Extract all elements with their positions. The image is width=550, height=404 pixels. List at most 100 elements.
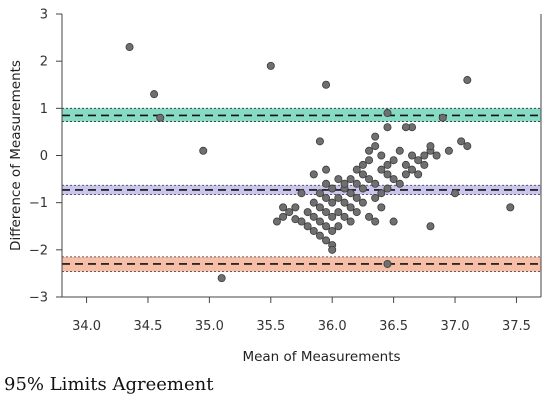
- data-points: [125, 43, 515, 283]
- data-point: [395, 146, 404, 155]
- data-point: [395, 179, 404, 188]
- data-point: [279, 212, 288, 221]
- data-point: [322, 193, 331, 202]
- y-tick-label: −2: [29, 243, 48, 258]
- data-point: [315, 189, 324, 198]
- data-point: [383, 184, 392, 193]
- data-point: [352, 165, 361, 174]
- data-point: [389, 175, 398, 184]
- data-point: [328, 184, 337, 193]
- data-point: [358, 160, 367, 169]
- data-point: [309, 170, 318, 179]
- data-point: [365, 156, 374, 165]
- data-point: [266, 61, 275, 70]
- data-point: [156, 113, 165, 122]
- data-point: [383, 170, 392, 179]
- data-point: [426, 142, 435, 151]
- y-tick-label: −3: [29, 291, 48, 306]
- data-point: [377, 203, 386, 212]
- data-point: [377, 151, 386, 160]
- data-point: [303, 222, 312, 231]
- data-point: [346, 175, 355, 184]
- data-point: [315, 203, 324, 212]
- data-point: [389, 217, 398, 226]
- data-point: [328, 245, 337, 254]
- y-axis-ticks: 3 2 1 0 −1 −2 −3: [29, 8, 62, 306]
- data-point: [401, 170, 410, 179]
- data-point: [334, 222, 343, 231]
- data-point: [371, 179, 380, 188]
- data-point: [371, 193, 380, 202]
- data-point: [401, 123, 410, 132]
- data-point: [358, 198, 367, 207]
- data-point: [383, 259, 392, 268]
- data-point: [315, 217, 324, 226]
- figure-caption: 95% Limits Agreement: [4, 374, 214, 395]
- data-point: [365, 175, 374, 184]
- data-point: [340, 179, 349, 188]
- data-point: [322, 236, 331, 245]
- data-point: [408, 151, 417, 160]
- data-point: [365, 146, 374, 155]
- data-point: [217, 274, 226, 283]
- data-point: [506, 203, 515, 212]
- data-point: [401, 160, 410, 169]
- x-axis-ticks: 34.0 34.5 35.0 35.5 36.0 36.5 37.0 37.5: [72, 297, 531, 334]
- data-point: [309, 198, 318, 207]
- y-tick-label: −1: [29, 196, 48, 211]
- data-point: [389, 156, 398, 165]
- data-point: [346, 203, 355, 212]
- x-tick-label: 36.0: [318, 319, 347, 334]
- data-point: [340, 198, 349, 207]
- data-point: [125, 43, 134, 52]
- y-tick-label: 1: [40, 102, 48, 117]
- data-point: [358, 184, 367, 193]
- data-point: [365, 212, 374, 221]
- data-point: [297, 189, 306, 198]
- x-tick-label: 35.0: [195, 319, 224, 334]
- data-point: [199, 146, 208, 155]
- data-point: [438, 113, 447, 122]
- data-point: [420, 160, 429, 169]
- data-point: [272, 217, 281, 226]
- data-point: [340, 212, 349, 221]
- data-point: [457, 137, 466, 146]
- data-point: [444, 146, 453, 155]
- data-point: [414, 170, 423, 179]
- data-point: [322, 208, 331, 217]
- data-point: [358, 170, 367, 179]
- data-point: [334, 175, 343, 184]
- data-point: [328, 212, 337, 221]
- data-point: [303, 208, 312, 217]
- data-point: [414, 156, 423, 165]
- data-point: [383, 109, 392, 118]
- data-point: [432, 151, 441, 160]
- data-point: [150, 90, 159, 99]
- data-point: [315, 231, 324, 240]
- data-point: [291, 203, 300, 212]
- data-point: [377, 165, 386, 174]
- x-tick-label: 37.5: [502, 319, 531, 334]
- data-point: [383, 123, 392, 132]
- data-point: [371, 132, 380, 141]
- data-point: [371, 217, 380, 226]
- data-point: [352, 193, 361, 202]
- data-point: [408, 165, 417, 174]
- x-axis-title: Mean of Measurements: [242, 349, 400, 365]
- x-tick-label: 37.0: [441, 319, 470, 334]
- x-tick-label: 36.5: [379, 319, 408, 334]
- data-point: [463, 76, 472, 85]
- data-point: [383, 160, 392, 169]
- data-point: [352, 208, 361, 217]
- data-point: [426, 222, 435, 231]
- data-point: [334, 193, 343, 202]
- x-tick-label: 34.0: [72, 319, 101, 334]
- data-point: [377, 189, 386, 198]
- data-point: [309, 226, 318, 235]
- data-point: [285, 208, 294, 217]
- x-tick-label: 35.5: [256, 319, 285, 334]
- data-point: [346, 217, 355, 226]
- y-tick-label: 3: [40, 8, 48, 23]
- data-point: [451, 189, 460, 198]
- data-point: [463, 142, 472, 151]
